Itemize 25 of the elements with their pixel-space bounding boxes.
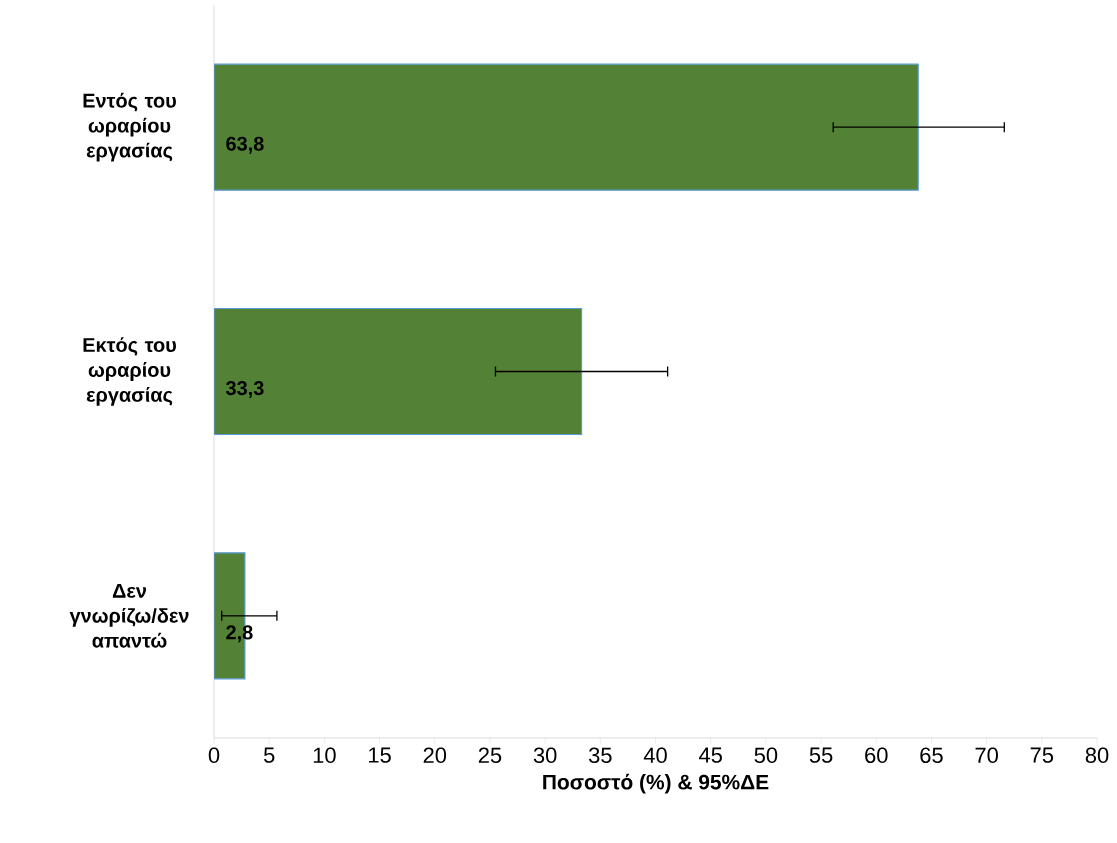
x-tick-label: 35 <box>588 747 612 764</box>
x-tick-label: 45 <box>699 747 722 763</box>
x-tick-label: 60 <box>865 747 888 764</box>
x-tick-label: 20 <box>423 747 447 764</box>
y-tick-label: Εντός του ωραρίου εργασίας <box>83 92 176 162</box>
x-tick-label: 30 <box>533 747 557 764</box>
x-axis-title: Ποσοστό (%) & 95%ΔΕ <box>543 773 769 794</box>
bar <box>214 63 919 191</box>
y-tick-label: Δεν γνωρίζω/δεν απαντώ <box>69 583 189 648</box>
x-tick-label: 0 <box>208 747 220 764</box>
x-tick-label: 55 <box>809 747 833 763</box>
x-tick-label: 70 <box>975 747 998 764</box>
x-tick-label: 80 <box>1085 747 1109 764</box>
x-tick-label: 65 <box>920 747 943 764</box>
x-tick-label: 5 <box>263 747 275 763</box>
x-tick-label: 50 <box>754 747 778 764</box>
x-tick-label: 15 <box>369 747 391 763</box>
bar <box>214 307 583 436</box>
data-label: 33,3 <box>225 381 264 398</box>
x-tick-label: 75 <box>1030 747 1054 763</box>
x-tick-label: 40 <box>643 747 667 764</box>
x-tick-label: 10 <box>313 747 336 764</box>
y-tick-label: Εκτός του ωραρίου εργασίας <box>83 337 176 406</box>
data-label: 63,8 <box>226 136 264 154</box>
x-tick-label: 25 <box>478 747 502 764</box>
